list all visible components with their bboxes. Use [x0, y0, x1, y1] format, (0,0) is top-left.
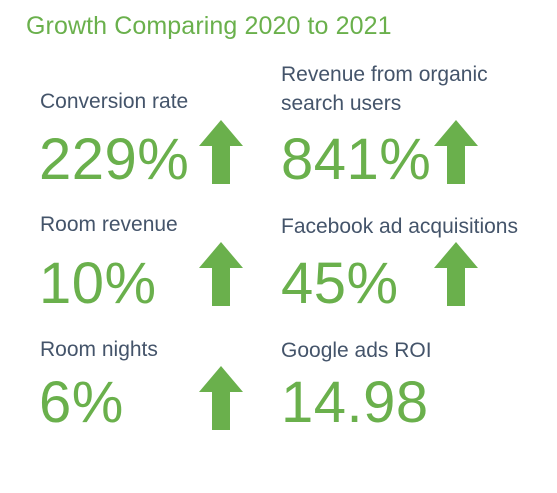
page-title: Growth Comparing 2020 to 2021	[26, 12, 392, 40]
metric-facebook-ad-value: 45%	[281, 251, 399, 316]
arrow-up-icon	[434, 120, 478, 184]
metric-room-revenue-value: 10%	[39, 251, 157, 316]
metric-google-ads-roi-value: 14.98	[281, 370, 429, 435]
arrow-up-icon	[434, 242, 478, 306]
metric-organic-revenue-value: 841%	[281, 127, 432, 192]
metric-room-nights-label: Room nights	[40, 338, 158, 361]
metric-organic-revenue-label-line2: search users	[281, 92, 402, 115]
metric-facebook-ad-label: Facebook ad acquisitions	[281, 215, 518, 238]
metric-organic-revenue-label-line1: Revenue from organic	[281, 63, 488, 86]
metric-conversion-rate-value: 229%	[39, 127, 190, 192]
metric-conversion-rate-label: Conversion rate	[40, 90, 189, 113]
metric-google-ads-roi-label: Google ads ROI	[281, 339, 432, 362]
metric-room-revenue-label: Room revenue	[40, 213, 178, 236]
arrow-up-icon	[199, 366, 243, 430]
metric-organic-revenue-label: Revenue from organic search users	[281, 60, 488, 118]
arrow-up-icon	[199, 120, 243, 184]
metric-room-nights-value: 6%	[39, 370, 124, 435]
arrow-up-icon	[199, 242, 243, 306]
